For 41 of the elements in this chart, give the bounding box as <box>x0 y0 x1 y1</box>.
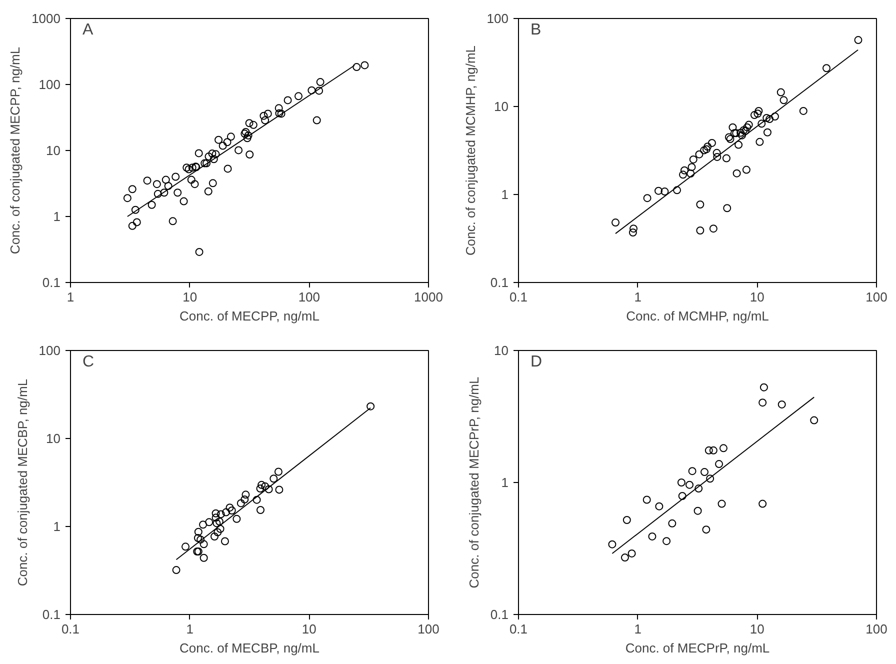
y-tick-label: 100 <box>486 11 509 26</box>
annotation: D <box>530 354 542 370</box>
y-tick-label: 0.1 <box>490 607 509 622</box>
y-axis-title: Conc. of conjugated MECPrP, ng/mL <box>466 376 482 588</box>
x-tick-label: 10 <box>750 290 764 304</box>
x-tick-label: 100 <box>418 622 440 636</box>
y-axis-title: Conc. of conjugated MCMHP, ng/mL <box>462 45 478 256</box>
y-tick-label: 10 <box>46 431 61 446</box>
annotation: A <box>82 22 94 38</box>
y-tick-label: 0.1 <box>42 607 61 622</box>
x-tick-label: 10 <box>302 622 316 636</box>
x-tick-label: 100 <box>866 290 888 304</box>
x-tick-label: 100 <box>866 622 888 636</box>
y-tick-label: 1000 <box>32 11 60 26</box>
y-tick-label: 1 <box>501 187 509 202</box>
annotation: C <box>82 354 94 370</box>
x-axis-title: Conc. of MCMHP, ng/mL <box>626 308 769 324</box>
x-tick-label: 1 <box>66 290 74 304</box>
y-tick-label: 0.1 <box>42 275 61 290</box>
y-axis-title: Conc. of conjugated MECBP, ng/mL <box>14 378 30 586</box>
y-tick-label: 100 <box>38 77 61 92</box>
x-axis-title: Conc. of MECPP, ng/mL <box>180 308 320 324</box>
y-tick-label: 1 <box>53 209 61 224</box>
x-axis-title: Conc. of MECBP, ng/mL <box>180 640 320 656</box>
x-tick-label: 10 <box>750 622 764 636</box>
annotation: B <box>530 22 542 38</box>
y-tick-label: 1 <box>501 475 509 490</box>
x-axis-title: Conc. of MECPrP, ng/mL <box>625 640 770 656</box>
x-tick-label: 1 <box>634 290 642 304</box>
x-tick-label: 10 <box>182 290 198 304</box>
y-tick-label: 10 <box>494 99 509 114</box>
y-tick-label: 10 <box>494 343 509 358</box>
y-axis-title: Conc. of conjugated MECPP, ng/mL <box>8 46 23 254</box>
y-tick-label: 0.1 <box>490 275 509 290</box>
y-tick-label: 10 <box>46 143 61 158</box>
y-tick-label: 100 <box>38 343 61 358</box>
x-tick-label: 100 <box>298 290 320 304</box>
x-tick-label: 1 <box>634 622 642 636</box>
x-tick-label: 1000 <box>414 290 443 304</box>
y-tick-label: 1 <box>53 519 61 534</box>
x-tick-label: 1 <box>186 622 194 636</box>
